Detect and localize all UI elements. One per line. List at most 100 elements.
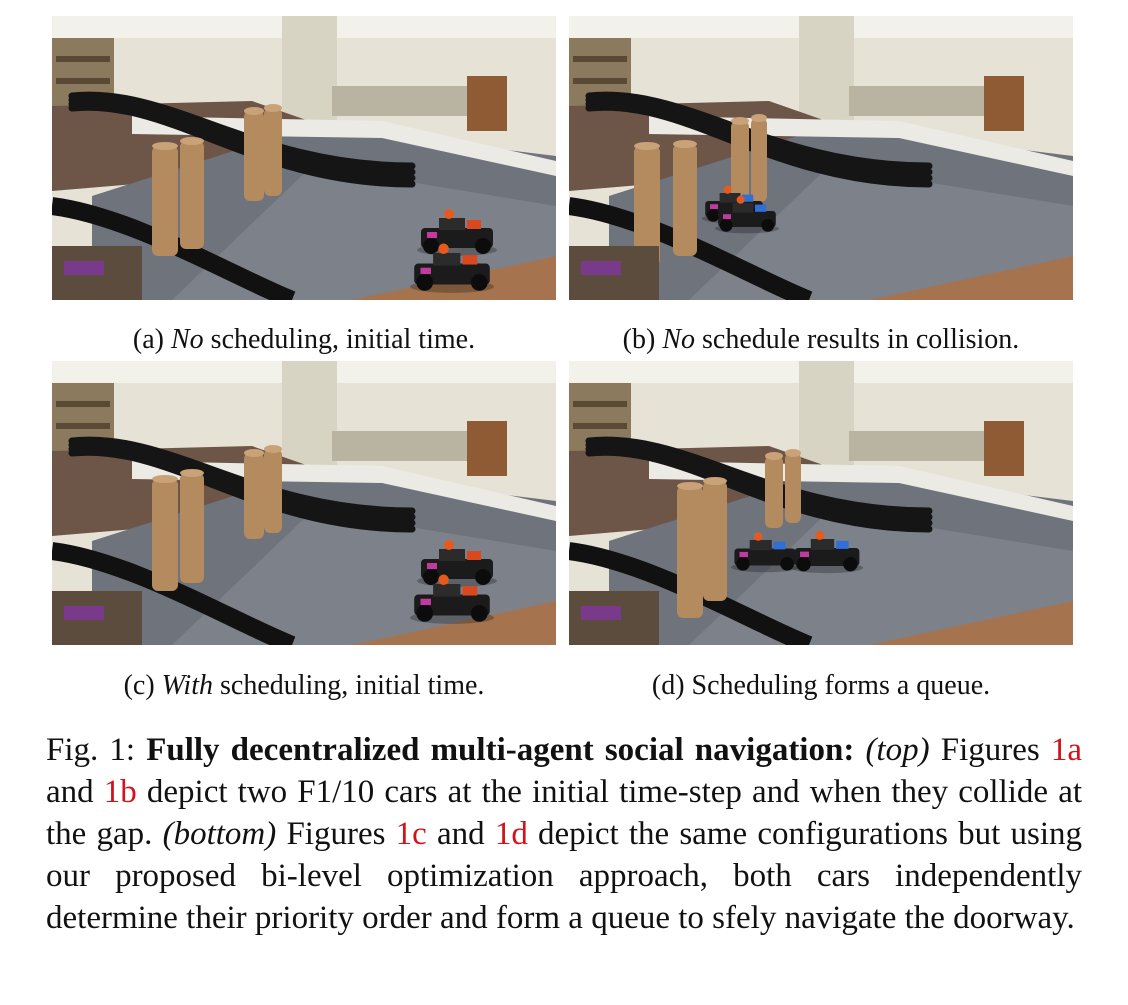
pillar-top: [703, 477, 727, 485]
f1tenth-car-chassis: [718, 211, 776, 227]
figure-ref-1b[interactable]: 1b: [103, 774, 137, 810]
cardboard-pillar: [751, 118, 767, 202]
pillar-top: [765, 452, 783, 460]
figure-ref-1a[interactable]: 1a: [1050, 732, 1082, 768]
caption-bottom-tag: (bottom): [162, 816, 277, 852]
subcaption-d: (d) Scheduling forms a queue.: [551, 669, 1091, 703]
floor-shine: [689, 166, 1073, 300]
pillar-top: [152, 142, 178, 150]
table: [332, 86, 482, 116]
subcaption-b: (b) No schedule results in collision.: [551, 323, 1091, 357]
pillar-top: [731, 117, 749, 125]
f1tenth-car: [791, 530, 863, 574]
floor-shine: [689, 511, 1073, 645]
cardboard-pillar: [785, 453, 801, 523]
caption-text-4: Figures: [286, 816, 386, 852]
subcaption-c-emph: With: [161, 670, 213, 701]
f1tenth-car-screen: [467, 551, 481, 560]
f1tenth-car-board: [439, 218, 465, 230]
f1tenth-car-wheel: [796, 557, 811, 572]
f1tenth-car-battery: [427, 232, 437, 238]
cardboard-box: [869, 601, 1073, 645]
subcaption-b-emph: No: [662, 324, 696, 355]
f1tenth-car-wheel: [719, 219, 733, 232]
pillar-top: [673, 140, 697, 148]
caption-title: Fully decentralized multi-agent social n…: [146, 732, 855, 768]
f1tenth-car-screen: [742, 194, 754, 202]
tube-foreground: [52, 542, 296, 645]
f1tenth-car-lidar: [723, 185, 732, 194]
f1tenth-car-board: [749, 540, 772, 551]
f1tenth-car-battery: [800, 551, 809, 557]
subcaption-c-label: (c): [123, 670, 155, 701]
f1tenth-car-lidar: [438, 574, 449, 586]
f1tenth-car-board: [810, 539, 835, 550]
subcaption-a-emph: No: [170, 324, 204, 355]
cabinet: [984, 76, 1024, 131]
tube: [585, 440, 933, 521]
f1tenth-car-battery: [723, 214, 731, 219]
f1tenth-car-battery: [739, 551, 748, 557]
f1tenth-car-screen: [773, 541, 786, 550]
f1tenth-car-wheel: [706, 209, 720, 222]
column: [282, 16, 337, 126]
figure-ref-1c[interactable]: 1c: [395, 816, 427, 852]
tube: [585, 444, 933, 527]
cardboard-box: [352, 601, 556, 645]
photo-panel-a: [52, 16, 556, 300]
cardboard-pillar: [673, 144, 697, 256]
cardboard-pillar: [264, 449, 282, 533]
subcaption-d-label: (d): [651, 670, 685, 701]
cardboard-pillar: [634, 146, 660, 266]
tube-foreground: [52, 197, 296, 300]
caption-text-3: depict two F1/10 cars at the initial tim…: [46, 774, 1083, 852]
cardboard-pillar: [731, 121, 749, 209]
caption-text-2: and: [46, 774, 94, 810]
figure-caption: Fig. 1: Fully decentralized multi-agent …: [46, 729, 1082, 939]
f1tenth-car: [731, 532, 799, 573]
subcaption-d-text: Scheduling forms a queue.: [691, 670, 991, 701]
photo-panel-c: [52, 361, 556, 645]
f1tenth-car-screen: [755, 204, 767, 212]
f1tenth-car-chassis: [421, 559, 493, 579]
f1tenth-car-battery: [710, 204, 718, 209]
subcaption-b-text: schedule results in collision.: [702, 324, 1020, 355]
f1tenth-car-screen: [462, 586, 478, 596]
subcaption-a-text: scheduling, initial time.: [210, 324, 476, 355]
f1tenth-car-battery: [420, 267, 431, 274]
cabinet: [467, 421, 507, 476]
cardboard-pillar: [244, 453, 264, 539]
f1tenth-car-lidar: [753, 532, 763, 541]
cardboard-pillar: [244, 111, 264, 201]
f1tenth-car-battery: [427, 563, 437, 569]
pillar-top: [264, 104, 282, 112]
pillar-top: [244, 107, 264, 115]
f1tenth-car-wheel: [416, 605, 434, 622]
figure-ref-1d[interactable]: 1d: [494, 816, 528, 852]
shelf-plank: [573, 401, 627, 407]
cardboard-box: [869, 256, 1073, 300]
pillar-top: [677, 482, 703, 490]
cardboard-pillar: [264, 108, 282, 196]
cardboard-pillar: [703, 481, 727, 601]
column: [799, 16, 854, 126]
pillar-top: [180, 469, 204, 477]
parts-bin-item: [64, 261, 104, 275]
subcaption-b-label: (b): [622, 324, 656, 355]
f1tenth-car-board: [732, 203, 754, 213]
f1tenth-car-battery: [420, 598, 431, 605]
photo-panel-b: [569, 16, 1073, 300]
pillar-top: [152, 475, 178, 483]
f1tenth-car-screen: [467, 220, 481, 229]
parts-bin-item: [581, 606, 621, 620]
f1tenth-car-screen: [836, 540, 849, 549]
cardboard-pillar: [152, 479, 178, 591]
table: [849, 431, 999, 461]
f1tenth-car-wheel: [423, 238, 439, 254]
cabinet: [984, 421, 1024, 476]
caption-text-5: and: [436, 816, 485, 852]
shelf-plank: [56, 423, 110, 429]
photo-d: [569, 361, 1073, 645]
f1tenth-car-lidar: [438, 243, 449, 255]
f1tenth-car-screen: [462, 255, 478, 265]
